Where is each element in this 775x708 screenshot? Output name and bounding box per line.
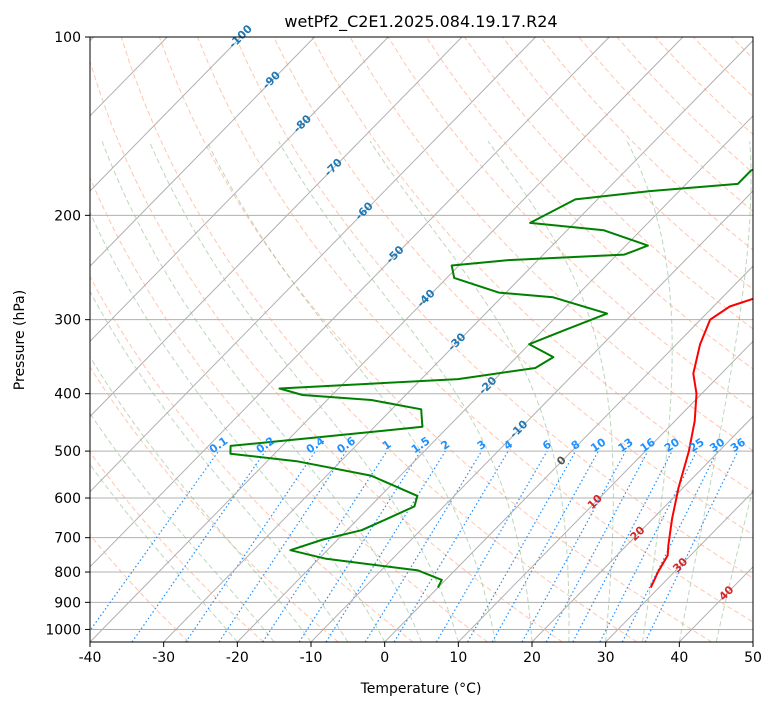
x-tick-label: 20 — [523, 650, 541, 666]
x-tick-label: 0 — [380, 650, 389, 666]
mixing-ratio-line — [325, 450, 446, 642]
mixing-ratio-lines — [90, 450, 739, 642]
dry-adiabat — [387, 37, 753, 411]
moist-adiabat — [101, 141, 422, 642]
x-tick-label: 30 — [597, 650, 615, 666]
mixing-ratio-line — [644, 450, 739, 642]
isotherm-line — [90, 37, 242, 192]
mixing-ratio-line — [364, 450, 483, 642]
y-tick-label: 200 — [54, 208, 81, 224]
moist-adiabat — [90, 210, 386, 642]
dry-adiabat — [90, 366, 339, 642]
mixing-ratio-line — [131, 450, 266, 642]
isotherm-line — [531, 415, 753, 642]
mixing-ratio-line — [466, 450, 577, 642]
isotherm-line — [163, 39, 753, 642]
mixing-ratio-line — [393, 450, 509, 642]
profile-series — [229, 168, 753, 589]
dry-adiabat — [90, 59, 563, 642]
mixing-ratio-line — [185, 450, 316, 642]
moist-adiabat — [678, 141, 752, 642]
moist-adiabat — [369, 141, 570, 642]
isotherm-line — [384, 265, 753, 642]
x-tick-label: 10 — [449, 650, 467, 666]
y-tick-label: 100 — [54, 30, 81, 46]
y-tick-label: 500 — [54, 444, 81, 460]
x-axis-label: Temperature (°C) — [360, 681, 482, 697]
plot-area — [90, 37, 753, 642]
dry-adiabat — [464, 37, 753, 330]
y-tick-label: 300 — [54, 313, 81, 329]
isotherm-line — [605, 490, 753, 642]
temperature-profile-line — [649, 297, 753, 589]
x-tick-label: 50 — [744, 650, 762, 666]
isotherm-line — [90, 37, 536, 493]
mixing-ratio-line — [521, 450, 627, 642]
isotherm-line — [90, 37, 610, 568]
y-tick-label: 900 — [54, 595, 81, 611]
dry-adiabat — [90, 534, 190, 642]
axis-ticks: -40 -30 -20 -10 0 10 20 30 40 50 100 200 300 400 500 60… — [45, 30, 762, 666]
mixing-ratio-line — [298, 450, 422, 642]
y-tick-label: 1000 — [45, 622, 81, 638]
moist-adiabat — [90, 290, 349, 642]
moist-adiabat — [206, 141, 496, 642]
dry-adiabat — [235, 37, 753, 579]
isotherm-line — [90, 37, 463, 418]
isotherm-line — [236, 115, 753, 642]
isotherm-line — [90, 37, 315, 267]
dry-adiabat — [120, 37, 638, 642]
dewpoint-profile-line — [229, 168, 753, 589]
plot-frame — [89, 36, 754, 643]
isotherm-gridlines — [90, 37, 753, 642]
dry-adiabat — [90, 275, 414, 642]
chart-title: wetPf2_C2E1.2025.084.19.17.R24 — [284, 12, 557, 32]
moist-adiabat — [90, 412, 275, 642]
isotherm-line — [457, 340, 753, 642]
moist-adiabat — [715, 487, 753, 642]
dry-adiabat — [502, 37, 753, 290]
dry-adiabat — [197, 37, 753, 623]
dry-adiabat — [311, 37, 753, 493]
pressure-gridlines — [90, 37, 753, 630]
mixing-ratio-line — [435, 450, 548, 642]
x-tick-label: 40 — [670, 650, 688, 666]
y-axis-label: Pressure (hPa) — [12, 290, 28, 390]
y-tick-label: 400 — [54, 387, 81, 403]
x-tick-label: -10 — [300, 650, 323, 666]
dry-adiabat — [273, 37, 753, 536]
isotherm-line — [90, 37, 389, 343]
mixing-ratio-line — [491, 450, 599, 642]
moist-adiabat — [278, 141, 533, 642]
y-tick-label: 700 — [54, 531, 81, 547]
x-tick-label: -20 — [226, 650, 249, 666]
y-tick-label: 800 — [54, 565, 81, 581]
moist-adiabat — [90, 355, 312, 642]
x-tick-label: -40 — [79, 650, 102, 666]
moist-adiabat — [626, 141, 673, 642]
y-tick-label: 600 — [54, 491, 81, 507]
isotherm-line — [90, 37, 684, 642]
x-tick-label: -30 — [152, 650, 175, 666]
mixing-ratio-line — [90, 450, 220, 632]
moist-adiabat — [148, 141, 459, 642]
isotherm-line — [310, 190, 753, 642]
